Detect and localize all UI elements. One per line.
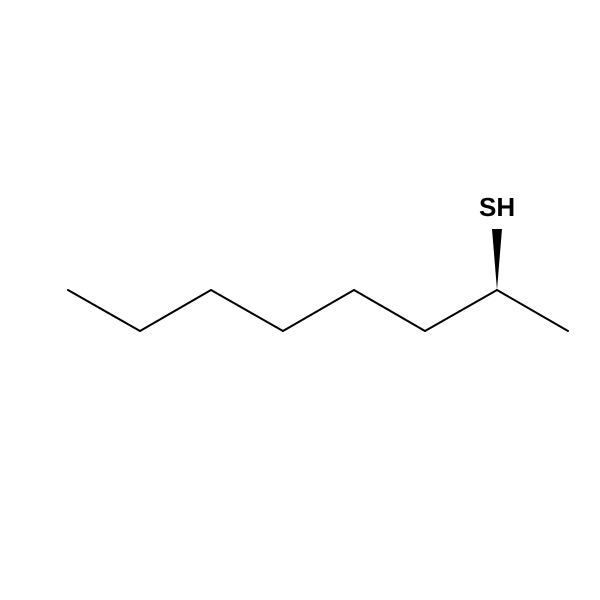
atom-label: SH	[479, 192, 515, 223]
bond	[68, 290, 140, 331]
bond	[211, 290, 283, 331]
wedge-layer	[492, 229, 502, 290]
molecule-canvas: SH	[0, 0, 600, 600]
bond	[140, 290, 211, 331]
molecule-svg	[0, 0, 600, 600]
bond	[283, 290, 354, 331]
bond	[354, 290, 425, 331]
bond	[425, 290, 497, 331]
bond-layer	[68, 290, 568, 331]
bond	[497, 290, 568, 331]
wedge-bond	[492, 229, 502, 290]
